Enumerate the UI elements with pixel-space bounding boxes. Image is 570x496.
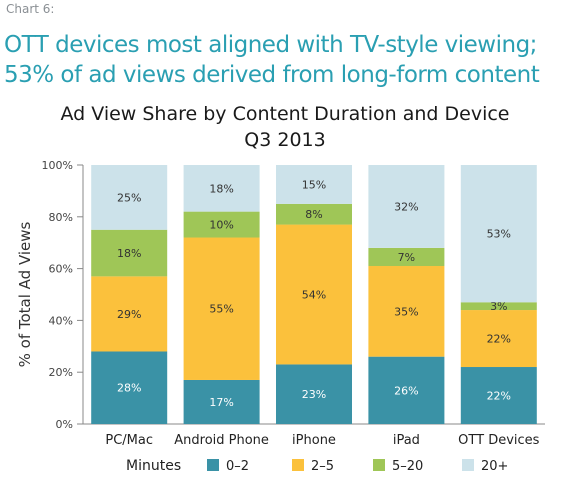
data-label: 23% (302, 388, 326, 401)
data-label: 53% (487, 228, 511, 241)
data-label: 17% (209, 396, 233, 409)
x-tick-label: OTT Devices (458, 433, 539, 448)
y-axis-label: % of Total Ad Views (16, 221, 34, 367)
bar-segment-ipad-3 (368, 247, 445, 267)
data-label: 35% (394, 305, 418, 318)
bar-segment-pc-mac-4 (91, 165, 168, 230)
data-label: 32% (394, 200, 418, 213)
headline: OTT devices most aligned with TV-style v… (4, 30, 564, 90)
x-tick-label: iPhone (292, 433, 336, 448)
bar-segment-iphone-1 (276, 364, 352, 424)
bar-segment-android-phone-1 (183, 379, 260, 424)
legend-swatch (462, 459, 474, 471)
chart-number-label: Chart 6: (6, 2, 55, 16)
bar-segment-android-phone-2 (183, 237, 260, 380)
legend-label: 20+ (481, 459, 508, 474)
x-tick-label: iPad (393, 433, 420, 448)
bar-segment-ott-devices-2 (460, 310, 537, 368)
data-label: 7% (398, 251, 415, 264)
legend-label: 5–20 (392, 459, 423, 474)
bar-segment-ott-devices-1 (460, 367, 537, 424)
y-tick-label: 0% (56, 418, 73, 431)
data-label: 18% (209, 182, 233, 195)
chart-title: Ad View Share by Content Duration and De… (60, 103, 509, 125)
data-label: 54% (302, 289, 326, 302)
legend-swatch (373, 459, 385, 471)
bar-segment-android-phone-4 (183, 165, 260, 212)
bar-segment-android-phone-3 (183, 211, 260, 238)
y-tick-label: 20% (49, 366, 73, 379)
bar-segment-ott-devices-4 (460, 165, 537, 303)
data-label: 15% (302, 178, 326, 191)
data-label: 22% (487, 390, 511, 403)
bar-segment-pc-mac-1 (91, 351, 168, 424)
bar-segment-iphone-3 (276, 203, 352, 225)
legend-swatch (292, 459, 304, 471)
x-tick-label: Android Phone (174, 433, 269, 448)
data-label: 28% (117, 382, 141, 395)
y-tick-label: 80% (49, 211, 73, 224)
bar-segment-iphone-2 (276, 224, 352, 365)
data-label: 26% (394, 384, 418, 397)
bar-segment-ipad-4 (368, 165, 445, 248)
bar-segment-ipad-2 (368, 266, 445, 357)
bar-segment-pc-mac-2 (91, 276, 168, 352)
legend-swatch (207, 459, 219, 471)
data-label: 10% (209, 219, 233, 232)
x-tick-label: PC/Mac (105, 433, 153, 448)
data-label: 55% (209, 303, 233, 316)
data-label: 8% (305, 208, 322, 221)
bar-segment-ott-devices-3 (460, 302, 537, 311)
y-tick-label: 60% (49, 263, 73, 276)
data-label: 18% (117, 247, 141, 260)
data-label: 22% (487, 333, 511, 346)
bar-segment-iphone-4 (276, 165, 352, 204)
legend-title: Minutes (126, 458, 181, 474)
bar-segment-ipad-1 (368, 356, 445, 424)
y-tick-label: 100% (42, 159, 73, 172)
headline-line-1: OTT devices most aligned with TV-style v… (4, 32, 537, 58)
legend-label: 2–5 (311, 459, 334, 474)
chart-subtitle: Q3 2013 (244, 129, 325, 151)
data-label: 29% (117, 308, 141, 321)
data-label: 25% (117, 191, 141, 204)
y-tick-label: 40% (49, 314, 73, 327)
bar-segment-pc-mac-3 (91, 229, 168, 277)
legend-label: 0–2 (226, 459, 249, 474)
headline-line-2: 53% of ad views derived from long-form c… (4, 62, 540, 88)
data-label: 3% (490, 300, 507, 313)
